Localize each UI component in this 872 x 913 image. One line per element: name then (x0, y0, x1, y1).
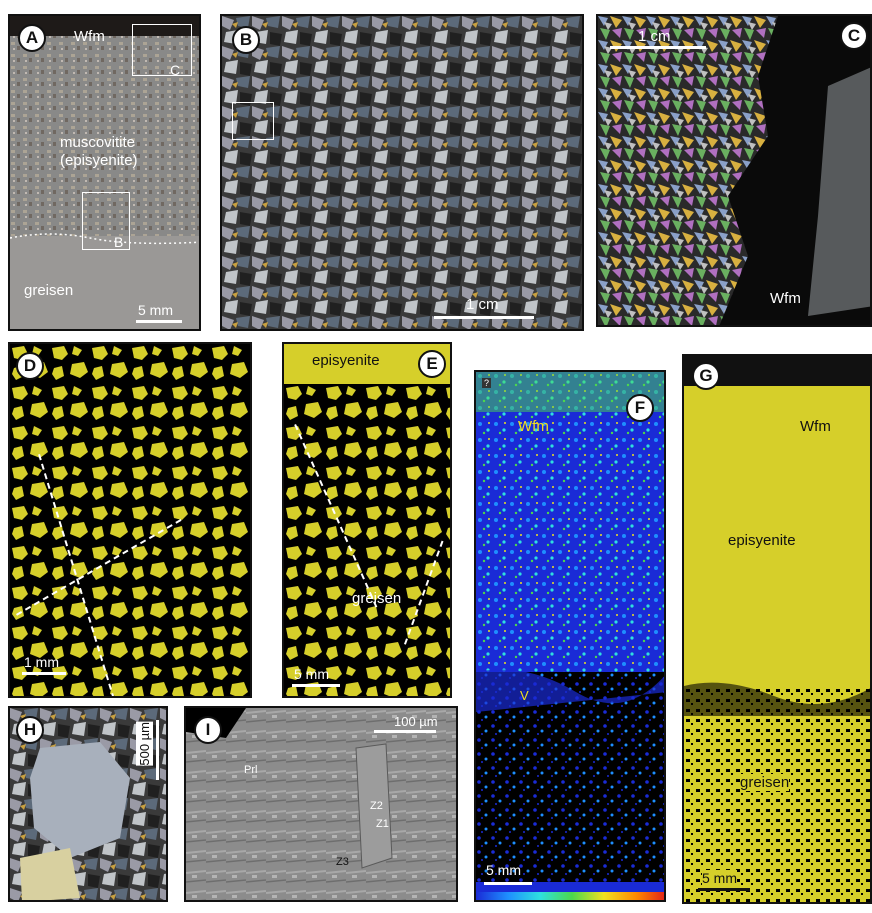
panel-h-scale-bar (156, 720, 159, 780)
panel-a-muscovitite-label: muscovitite (60, 134, 136, 151)
panel-a-episyenite-label: (episyenite) (60, 152, 138, 169)
panel-e-episyenite-label: episyenite (312, 352, 380, 369)
panel-g-greisen-label: greisen (740, 774, 790, 791)
panel-a-letter: A (18, 24, 46, 52)
panel-g-wfm-label: Wfm (800, 418, 831, 435)
panel-d-image (10, 344, 250, 696)
panel-b-image (222, 16, 582, 329)
panel-c-image (598, 16, 870, 325)
panel-h-letter: H (16, 716, 44, 744)
panel-d: D 1 mm (8, 342, 252, 698)
panel-a-scale-label: 5 mm (138, 302, 173, 318)
panel-f-image (476, 372, 664, 882)
panel-i-z2-label: Z2 (370, 800, 383, 812)
panel-i-z1-label: Z1 (376, 818, 389, 830)
panel-i-z3-label: Z3 (336, 856, 349, 868)
panel-b-scale-label: 1 cm (466, 296, 499, 313)
panel-f-v-label: V (520, 688, 529, 703)
panel-b-letter: B (232, 26, 260, 54)
panel-g-letter: G (692, 362, 720, 390)
panel-f-letter: F (626, 394, 654, 422)
panel-e-greisen-label: greisen (352, 590, 402, 607)
panel-c-letter: C (840, 22, 868, 50)
panel-g-episyenite-label: episyenite (728, 532, 796, 549)
panel-i: I 100 µm Prl Z2 Z1 Z3 (184, 706, 458, 902)
panel-g-image (684, 356, 870, 902)
panel-a: A Wfm C muscovitite (episyenite) B greis… (8, 14, 201, 331)
panel-d-scale-label: 1 mm (24, 654, 59, 670)
panel-c-scale-label: 1 cm (638, 28, 671, 45)
panel-b: B 1 cm (220, 14, 584, 331)
panel-f-color-scale (476, 892, 664, 900)
panel-a-wfm-label: Wfm (74, 28, 105, 45)
panel-e-scale-label: 5 mm (294, 666, 329, 682)
panel-e: episyenite E greisen 5 mm (282, 342, 452, 698)
panel-f: ? F Wfm V 5 mm (474, 370, 666, 902)
panel-f-wfm-label: Wfm (518, 418, 549, 435)
panel-i-image (186, 708, 456, 900)
panel-h-scale-label: 500 µm (136, 722, 153, 766)
panel-a-box-b (82, 192, 130, 250)
panel-a-box-c-label: C (170, 62, 181, 78)
panel-g-scale-label: 5 mm (702, 870, 737, 886)
panel-b-box (232, 102, 274, 140)
panel-c: C 1 cm Wfm (596, 14, 872, 327)
panel-f-corner-mark: ? (482, 378, 492, 388)
panel-b-scale-bar (434, 316, 534, 319)
panel-h: H 500 µm (8, 706, 168, 902)
panel-i-scale-label: 100 µm (394, 714, 438, 729)
panel-g-scale-bar (698, 888, 750, 891)
panel-i-letter: I (194, 716, 222, 744)
panel-f-scale-label: 5 mm (486, 862, 521, 878)
panel-g: G Wfm episyenite greisen 5 mm (682, 354, 872, 904)
panel-i-prl-label: Prl (244, 764, 258, 776)
panel-f-scale-bar (484, 882, 532, 885)
panel-d-letter: D (16, 352, 44, 380)
panel-a-box-b-label: B (114, 234, 124, 250)
panel-e-image (284, 344, 450, 696)
panel-a-greisen-label: greisen (24, 282, 74, 299)
panel-i-scale-bar (374, 730, 436, 733)
panel-a-image (10, 16, 199, 329)
panel-c-wfm-label: Wfm (770, 290, 801, 307)
panel-d-scale-bar (22, 672, 66, 675)
panel-e-scale-bar (292, 684, 340, 687)
panel-e-letter: E (418, 350, 446, 378)
panel-a-box-c (132, 24, 192, 76)
panel-c-scale-bar (610, 46, 706, 49)
panel-a-scale-bar (136, 320, 182, 323)
